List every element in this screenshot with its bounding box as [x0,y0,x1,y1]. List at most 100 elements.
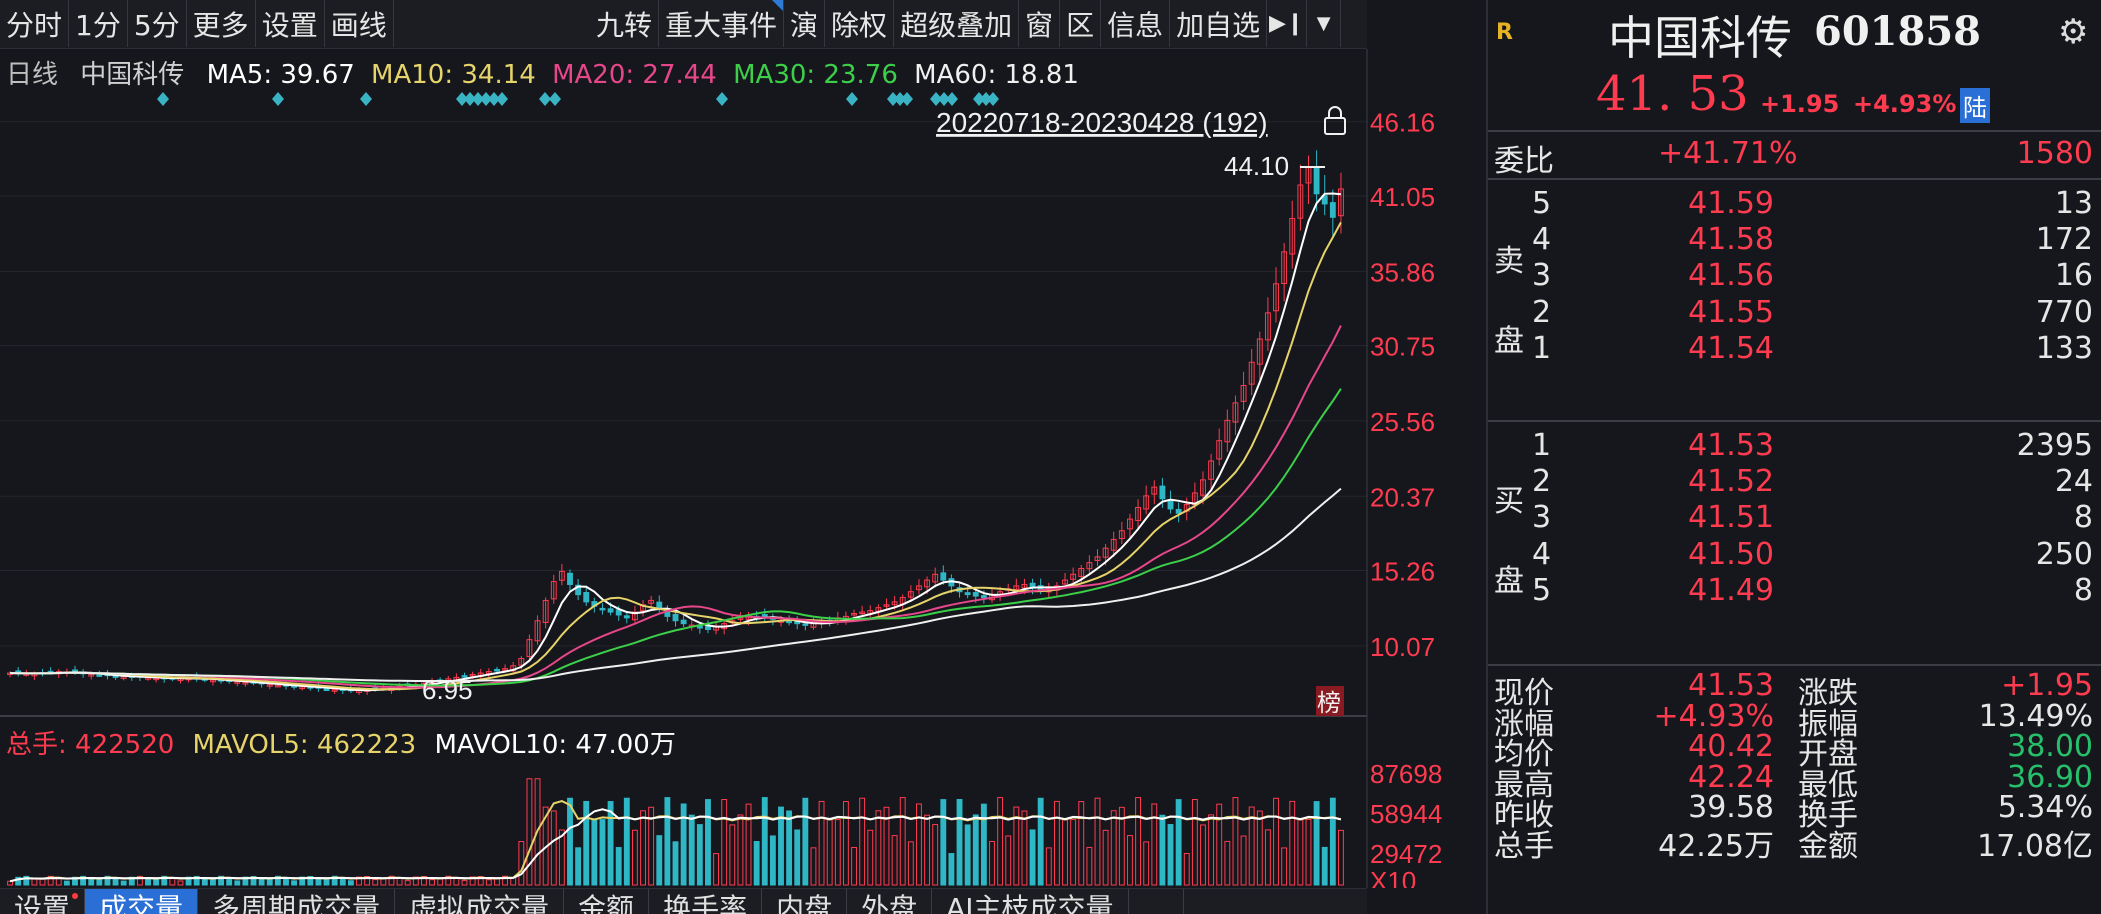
indicator-tab-8[interactable]: AI主枝成交量 [932,889,1129,914]
period-button-3[interactable]: 更多 [187,0,256,47]
candle-body [518,658,525,666]
buy-order-row[interactable]: 4 41.50 250 [1488,537,2101,577]
stock-name-label: 中国科传 [80,60,185,90]
buy-order-row[interactable]: 3 41.51 8 [1488,500,2101,540]
sell-order-quantity: 13 [2054,186,2093,221]
volume-bar [705,799,711,886]
volume-bar [550,810,557,886]
kline-chart[interactable]: 46.16 41.05 35.86 30.75 25.56 20.37 15.26 10.07… [0,0,1486,888]
candle-body [1078,567,1085,577]
event-marker-icon [987,92,999,106]
indicator-tab-0[interactable]: 设置 [0,889,86,914]
volume-bar [104,875,111,886]
period-button-0[interactable]: 分时 [0,0,70,47]
indicator-tab-9[interactable]: ... [1129,889,1185,914]
indicator-tab-2[interactable]: 多周期成交量 [198,889,396,914]
candle-body [1321,195,1328,205]
volume-bar [372,879,379,886]
volume-bar [461,880,468,886]
volume-bar [737,814,744,886]
tool-button-2[interactable]: 演 [784,0,826,47]
buy-order-row[interactable]: 5 41.49 8 [1488,573,2101,613]
volume-bar [745,803,752,886]
tool-button-1[interactable]: 重大事件 [659,0,785,47]
sell-order-quantity: 770 [2035,294,2093,330]
buy-order-row[interactable]: 1 41.53 2395 [1488,428,2101,468]
weibi-label: 委比 [1494,144,1554,179]
quote-panel: R 中国科传 601858 ⚙ 41. 53 +1.95 +4.93% 陆 委比… [1486,0,2101,914]
volume-bar [640,810,646,886]
chevron-down-icon[interactable]: ▼ [1307,0,1342,47]
weibi-value: +41.71% [1658,136,1798,171]
volume-bar [193,875,200,886]
period-button-5[interactable]: 画线 [325,0,394,47]
tool-button-0[interactable]: 九转 [590,0,660,47]
sell-order-row[interactable]: 2 41.55 770 [1488,295,2101,335]
tool-button-6[interactable]: 区 [1060,0,1102,47]
tool-button-4[interactable]: 超级叠加 [894,0,1020,47]
buy-side-label-1: 买 [1494,484,1524,519]
tool-button-3[interactable]: 除权 [825,0,895,47]
volume-bar [1062,819,1068,886]
indicator-tab-4[interactable]: 金额 [564,889,650,914]
price-axis-tick: 20.37 [1370,482,1435,512]
volume-bar [136,875,143,886]
tool-button-8[interactable]: 加自选 [1170,0,1268,47]
indicator-tab-label: 金额 [578,892,635,914]
volume-bar [1013,806,1020,886]
event-marker-icon [980,92,992,106]
candle-body [266,684,273,687]
candle-body [575,584,582,596]
volume-bar [956,798,963,886]
candle-body [972,592,979,597]
volume-bar [1070,819,1077,886]
period-button-2[interactable]: 5分 [128,0,187,47]
candle-body [672,613,679,622]
candle-body [883,604,890,607]
volume-bar [875,810,882,886]
stat-value: 5.34% [1997,790,2093,825]
tool-button-5[interactable]: 窗 [1019,0,1061,47]
sell-order-row[interactable]: 3 41.56 16 [1488,258,2101,298]
candle-body [1151,486,1158,495]
volume-bar [932,824,939,886]
collapse-panel-icon[interactable]: ▶❙ [1267,0,1308,47]
volume-bar [688,814,695,886]
indicator-tab-5[interactable]: 换手率 [649,889,763,914]
sell-order-row[interactable]: 4 41.58 172 [1488,222,2101,262]
sell-order-row[interactable]: 5 41.59 13 [1488,186,2101,226]
candle-body [1159,485,1166,500]
volume-bar [526,778,533,886]
price-change: +1.95 [1760,90,1840,118]
buy-order-quantity: 8 [2073,572,2093,608]
indicator-tab-3[interactable]: 虚拟成交量 [395,889,565,914]
indicator-tab-6[interactable]: 内盘 [762,889,848,914]
period-button-1[interactable]: 1分 [69,0,128,47]
gear-icon[interactable]: ⚙ [2058,12,2089,52]
volume-bar [1086,846,1093,886]
candle-body [907,591,914,598]
price-axis-tick: 15.26 [1370,557,1435,587]
volume-bar [1208,814,1215,886]
tool-button-label: 重大事件 [665,8,778,42]
candle-body [851,613,857,616]
ma10-line [10,221,1342,691]
volume-bar [1045,847,1052,886]
buy-order-row[interactable]: 2 41.52 24 [1488,464,2101,504]
candle-body [916,585,922,591]
indicator-tab-1[interactable]: 成交量 [85,889,199,914]
candle-body [623,615,630,619]
divider [1488,664,2101,666]
period-button-4[interactable]: 设置 [256,0,325,47]
period-toolbar: 分时 1分 5分 更多 设置 画线 [0,0,394,48]
indicator-tab-7[interactable]: 外盘 [847,889,933,914]
tool-button-7[interactable]: 信息 [1101,0,1171,47]
candle-body [1135,506,1141,521]
volume-bar [47,875,54,886]
sell-order-row[interactable]: 1 41.54 133 [1488,331,2101,371]
sell-order-level: 4 [1532,222,1552,258]
candle-body [1070,573,1077,580]
volume-bar [810,847,817,886]
volume-bar [1289,800,1296,886]
volume-bar [1135,797,1141,886]
